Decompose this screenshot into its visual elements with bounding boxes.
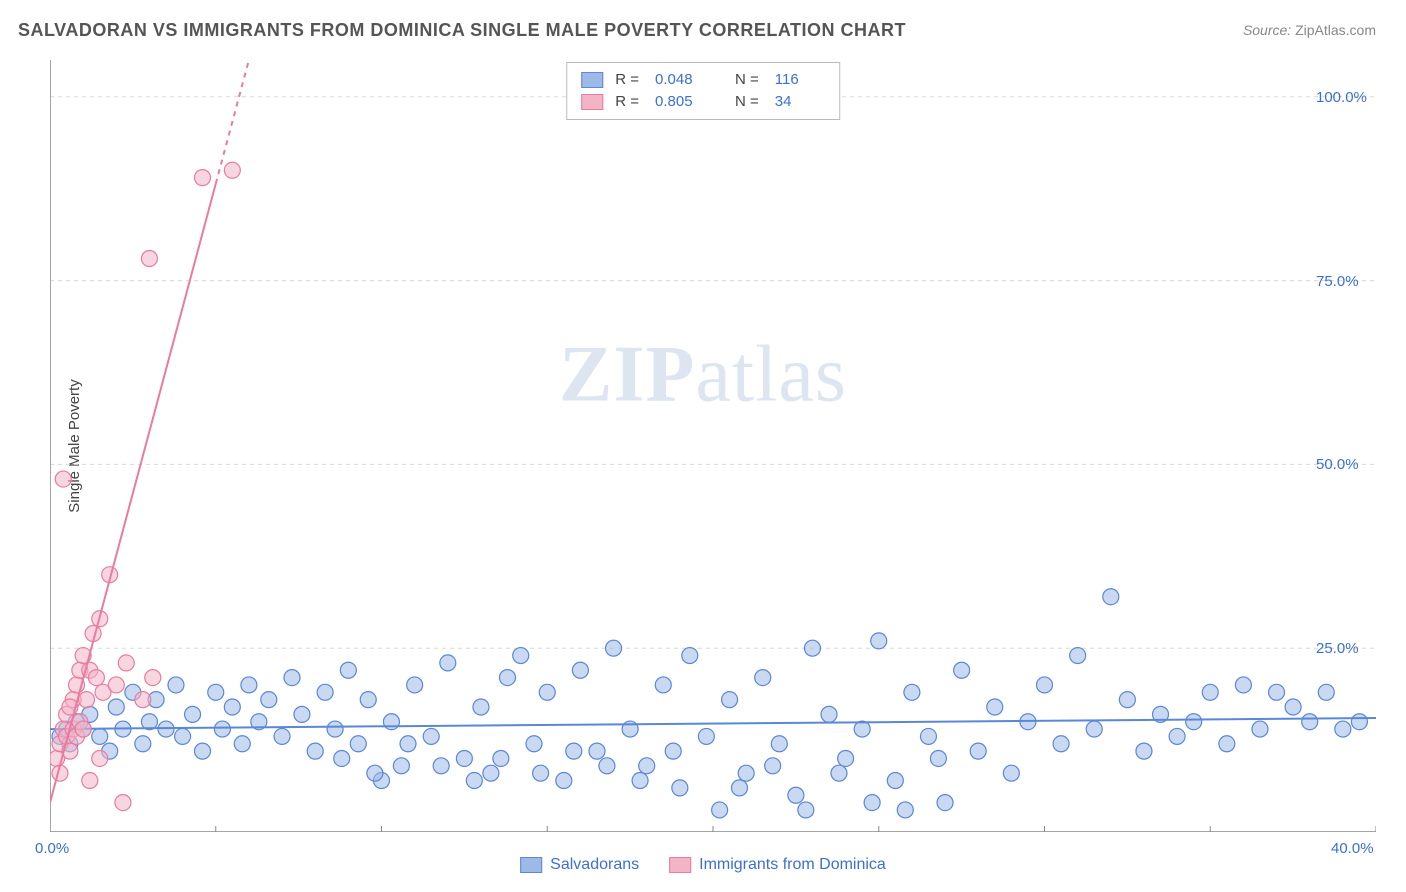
x-tick-0: 0.0% — [35, 840, 69, 857]
legend-stats: R = 0.048 N = 116 R = 0.805 N = 34 — [566, 62, 840, 120]
legend-stats-row-0: R = 0.048 N = 116 — [581, 69, 825, 91]
r-value-1: 0.805 — [655, 91, 705, 113]
legend-bottom-swatch-1 — [669, 857, 691, 873]
source-attribution: Source: ZipAtlas.com — [1243, 22, 1376, 38]
chart-area — [50, 60, 1376, 832]
source-name: ZipAtlas.com — [1295, 22, 1376, 38]
y-tick-100: 100.0% — [1316, 89, 1367, 106]
x-tick-40: 40.0% — [1331, 840, 1374, 857]
legend-series: Salvadorans Immigrants from Dominica — [520, 856, 886, 874]
y-tick-50: 50.0% — [1316, 456, 1359, 473]
legend-label-1: Immigrants from Dominica — [699, 856, 886, 874]
n-label-1: N = — [735, 91, 759, 113]
legend-item-1: Immigrants from Dominica — [669, 856, 886, 874]
scatter-plot — [50, 60, 1376, 832]
legend-label-0: Salvadorans — [550, 856, 639, 874]
chart-title: SALVADORAN VS IMMIGRANTS FROM DOMINICA S… — [18, 20, 906, 41]
r-label-0: R = — [615, 69, 639, 91]
n-value-1: 34 — [775, 91, 825, 113]
r-label-1: R = — [615, 91, 639, 113]
y-tick-25: 25.0% — [1316, 640, 1359, 657]
legend-swatch-0 — [581, 72, 603, 88]
legend-item-0: Salvadorans — [520, 856, 639, 874]
source-label: Source: — [1243, 22, 1291, 38]
legend-swatch-1 — [581, 94, 603, 110]
n-value-0: 116 — [775, 69, 825, 91]
n-label-0: N = — [735, 69, 759, 91]
legend-bottom-swatch-0 — [520, 857, 542, 873]
legend-stats-row-1: R = 0.805 N = 34 — [581, 91, 825, 113]
y-tick-75: 75.0% — [1316, 273, 1359, 290]
r-value-0: 0.048 — [655, 69, 705, 91]
